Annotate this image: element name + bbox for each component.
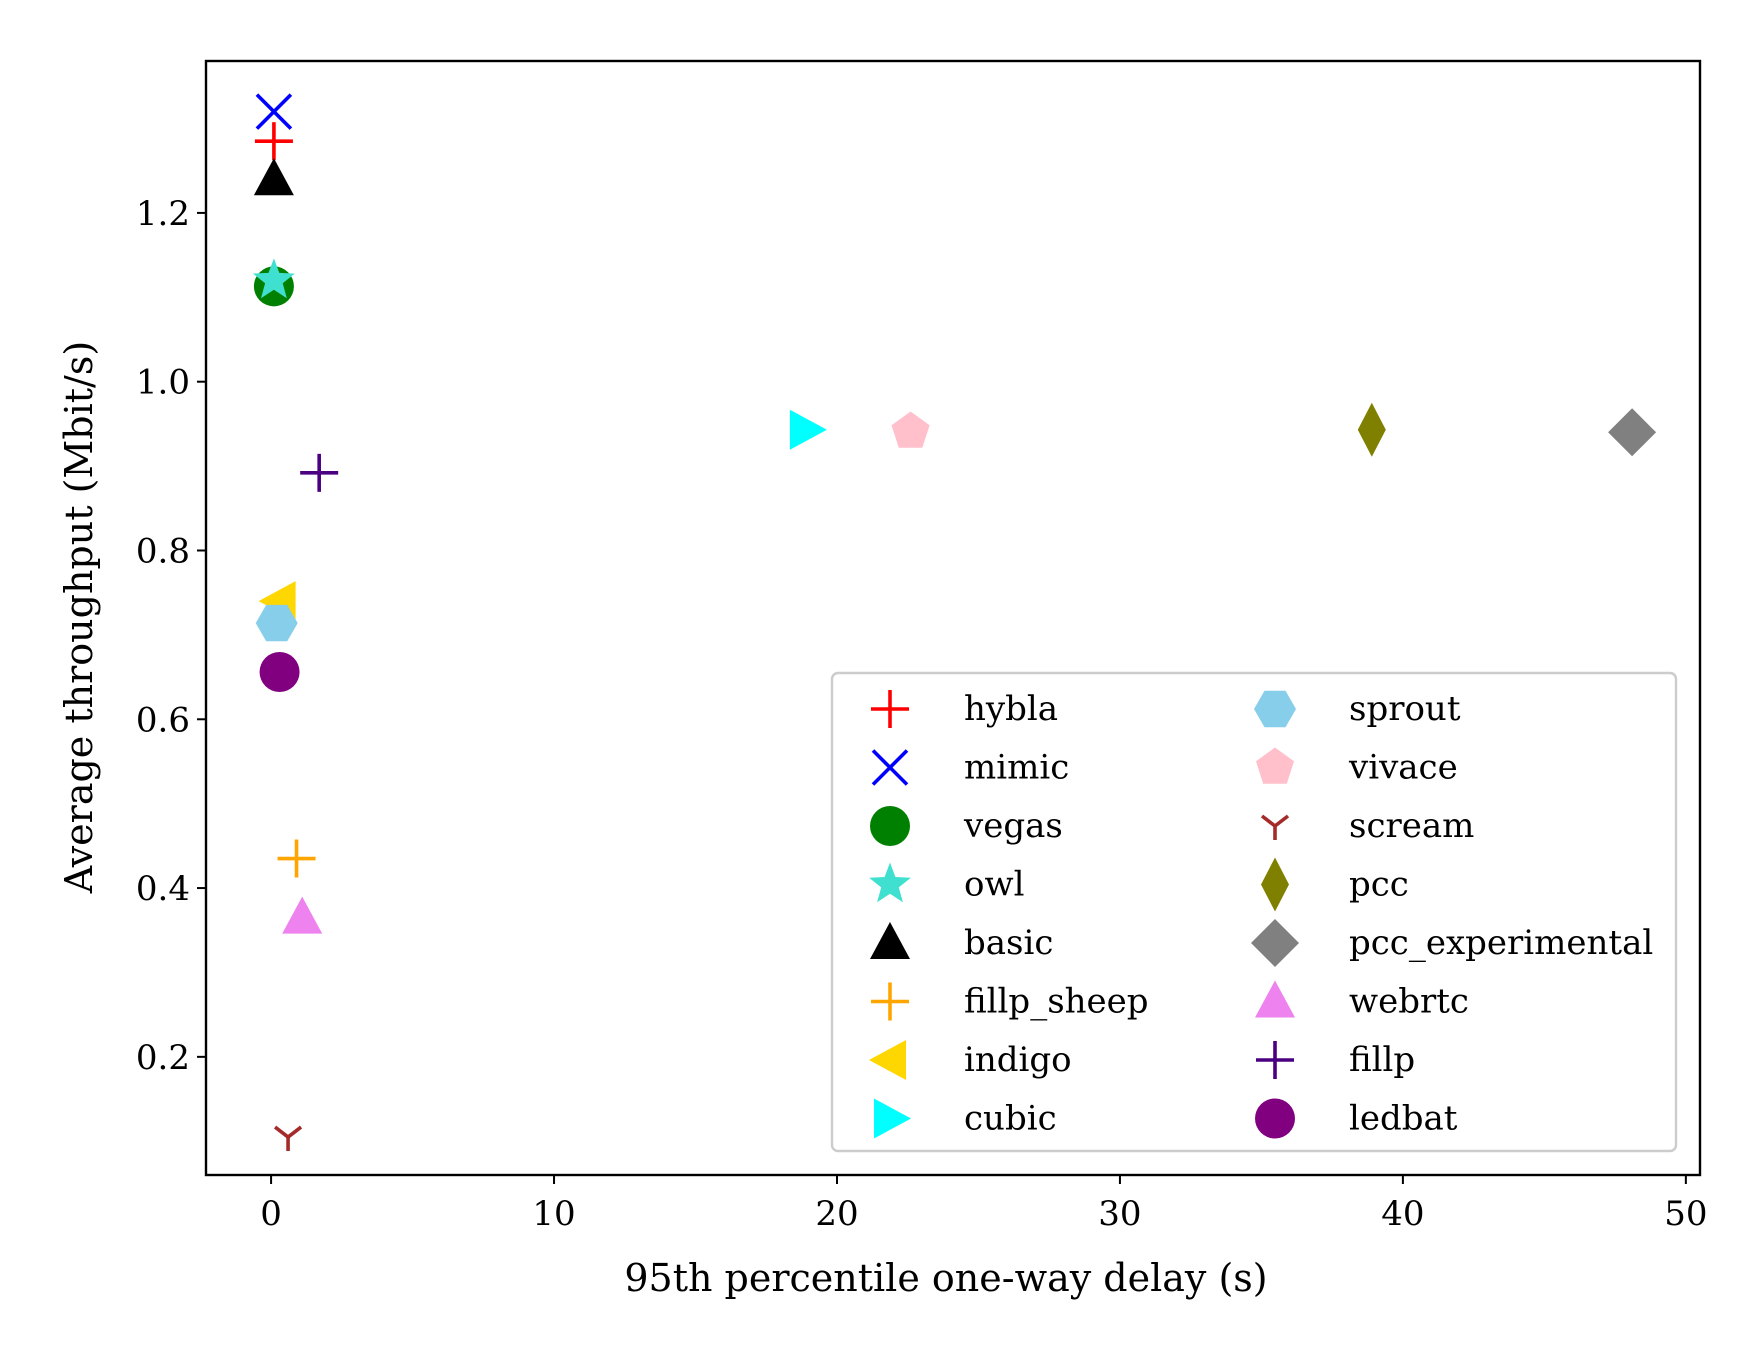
point-pcc — [1357, 402, 1386, 457]
y-tick-label: 0.8 — [136, 531, 190, 571]
legend-label-vegas: vegas — [963, 806, 1063, 846]
legend-label-vivace: vivace — [1348, 748, 1458, 788]
legend-marker-scream — [1260, 814, 1290, 840]
x-tick-label: 20 — [815, 1194, 858, 1234]
point-owl — [253, 258, 295, 299]
point-hybla — [254, 122, 293, 161]
point-scream — [273, 1125, 303, 1152]
legend-label-sprout: sprout — [1349, 689, 1461, 729]
point-webrtc — [282, 896, 323, 934]
x-tick-label: 30 — [1098, 1194, 1141, 1234]
legend-label-cubic: cubic — [964, 1099, 1057, 1139]
legend-label-indigo: indigo — [964, 1040, 1072, 1080]
y-tick-label: 0.6 — [136, 700, 190, 740]
point-vivace — [891, 411, 930, 448]
legend-label-pcc-experimental: pcc_experimental — [1349, 923, 1653, 963]
y-tick-label: 1.0 — [136, 363, 190, 403]
x-tick-label: 40 — [1381, 1194, 1424, 1234]
legend-marker-pcc — [1261, 857, 1289, 912]
axes: 95th percentile one-way delay (s) Averag… — [57, 194, 1707, 1300]
y-tick-label: 0.2 — [136, 1038, 190, 1078]
legend-marker-basic — [870, 922, 910, 959]
legend-marker-indigo — [869, 1040, 906, 1080]
legend-marker-vegas — [870, 806, 910, 846]
point-sprout — [255, 604, 298, 642]
data-points — [253, 93, 1657, 1152]
legend-label-hybla: hybla — [964, 689, 1058, 729]
point-fillp — [300, 453, 339, 492]
point-fillp-sheep — [277, 839, 316, 878]
plot-frame — [204, 59, 1702, 1177]
legend-marker-fillp-sheep — [871, 982, 909, 1021]
legend-marker-fillp — [1256, 1041, 1294, 1079]
legend-marker-vivace — [1256, 747, 1294, 784]
legend-marker-pcc-experimental — [1251, 919, 1299, 967]
legend-box — [830, 671, 1678, 1153]
legend-label-scream: scream — [1349, 806, 1474, 846]
x-axis-label: 95th percentile one-way delay (s) — [624, 1256, 1267, 1300]
y-tick-label: 0.4 — [136, 869, 190, 909]
y-tick-label: 1.2 — [136, 194, 190, 234]
legend-marker-hybla — [871, 690, 909, 728]
legend-label-ledbat: ledbat — [1349, 1099, 1458, 1139]
legend-marker-owl — [869, 862, 911, 903]
point-pcc-experimental — [1608, 408, 1657, 457]
point-mimic — [255, 93, 293, 130]
y-axis-label: Average throughput (Mbit/s) — [57, 341, 101, 894]
x-tick-label: 0 — [260, 1194, 282, 1234]
legend-label-basic: basic — [964, 923, 1053, 963]
legend: hybla mimic vegas owl basic fillp_sheepindigo… — [830, 671, 1678, 1153]
legend-label-fillp-sheep: fillp_sheep — [964, 982, 1149, 1022]
legend-marker-sprout — [1254, 690, 1296, 728]
legend-marker-webrtc — [1255, 980, 1295, 1018]
legend-label-mimic: mimic — [964, 748, 1069, 788]
legend-marker-cubic — [874, 1098, 911, 1139]
legend-marker-mimic — [871, 749, 909, 786]
legend-label-webrtc: webrtc — [1349, 982, 1469, 1022]
legend-marker-ledbat — [1255, 1098, 1295, 1139]
legend-label-pcc: pcc — [1349, 865, 1409, 905]
legend-label-fillp: fillp — [1349, 1040, 1415, 1080]
point-cubic — [789, 409, 827, 450]
point-ledbat — [259, 652, 300, 693]
legend-label-owl: owl — [964, 865, 1024, 905]
point-basic — [253, 158, 294, 196]
x-tick-label: 50 — [1664, 1194, 1707, 1234]
x-tick-label: 10 — [532, 1194, 575, 1234]
